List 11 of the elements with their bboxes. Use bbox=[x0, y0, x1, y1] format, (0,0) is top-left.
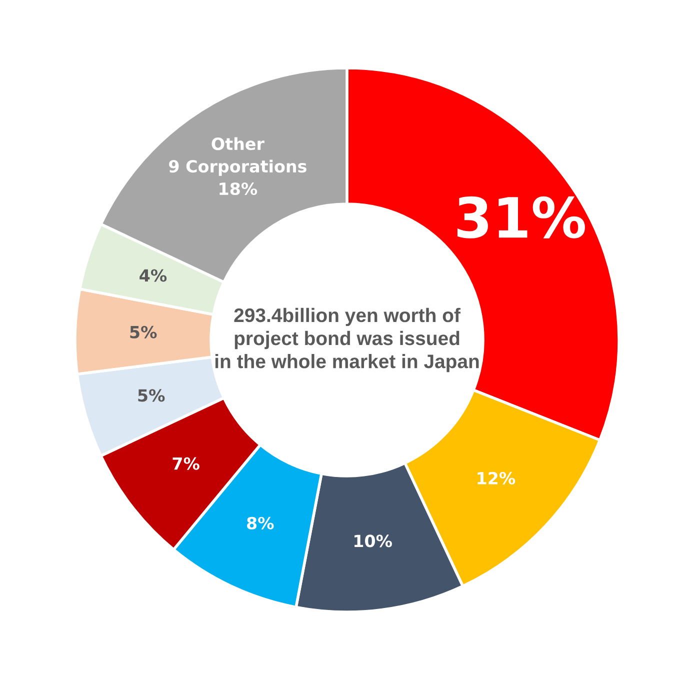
data-label: 5% bbox=[138, 389, 165, 402]
data-label: 5% bbox=[130, 326, 157, 338]
slice-label: Other 9 Corporations bbox=[169, 137, 306, 176]
data-label: 4% bbox=[140, 269, 167, 282]
data-label: 8% bbox=[247, 516, 274, 530]
data-label: 10% bbox=[354, 534, 392, 548]
data-label: 31% bbox=[457, 196, 585, 238]
text: 293.4billion yen worth of project bond was issued in the whole market in Japan bbox=[215, 308, 479, 372]
data-label: 18% bbox=[220, 182, 258, 196]
data-label: 7% bbox=[172, 457, 200, 470]
data-label: 12% bbox=[478, 472, 516, 484]
